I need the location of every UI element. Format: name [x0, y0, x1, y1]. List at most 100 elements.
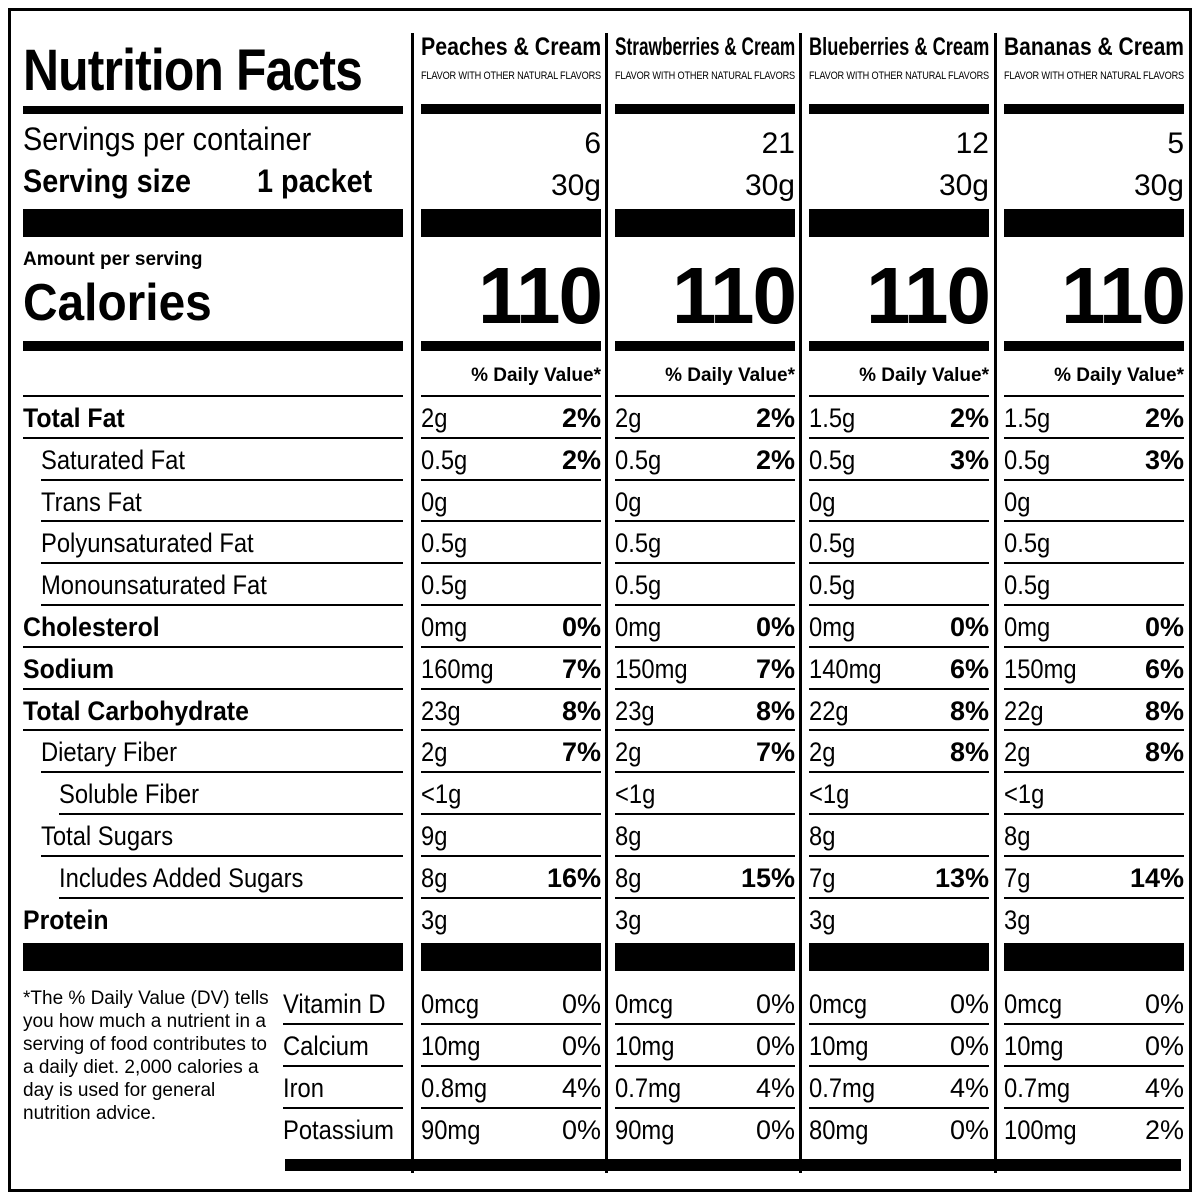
nutrient-amount: 9g	[421, 821, 448, 851]
row-divider	[1004, 395, 1184, 397]
row-divider	[1004, 1023, 1184, 1025]
row-divider	[421, 478, 601, 481]
row-divider	[615, 645, 795, 648]
nutrient-label: Trans Fat	[41, 486, 142, 517]
row-divider	[421, 604, 601, 606]
calories-rule	[1004, 341, 1184, 351]
nutrient-amount: 3g	[615, 904, 642, 935]
nutrient-amount: 0.5g	[809, 570, 856, 601]
nutrient-amount: 0mg	[615, 612, 662, 642]
flavor-rule	[421, 104, 601, 114]
row-divider	[1004, 478, 1184, 481]
row-divider	[421, 645, 601, 648]
nutrient-amount: 2g	[1004, 737, 1031, 768]
row-divider	[1004, 687, 1184, 690]
nutrient-amount: 0.5g	[1004, 444, 1051, 475]
nutrient-amount: 0mg	[421, 612, 468, 642]
row-divider	[421, 1107, 601, 1109]
nutrient-amount: 7g	[1004, 862, 1031, 893]
row-divider	[615, 436, 795, 439]
row-divider	[1004, 604, 1184, 606]
row-divider	[23, 645, 403, 648]
calories-rule	[421, 341, 601, 351]
vitamin-daily-value: 4%	[1144, 1073, 1184, 1103]
row-divider	[809, 645, 989, 648]
column-divider	[994, 33, 997, 1173]
nutrient-daily-value: 2%	[561, 444, 601, 475]
nutrient-amount: 0.5g	[615, 570, 662, 601]
nutrient-amount: 2g	[615, 737, 642, 768]
calories-label: Calories	[23, 274, 212, 332]
row-divider	[23, 729, 403, 732]
row-divider	[421, 520, 601, 523]
vitamin-amount: 0.7mg	[615, 1073, 682, 1103]
nutrient-amount: 8g	[615, 821, 642, 851]
nutrient-amount: <1g	[421, 779, 462, 810]
flavor-subtitle: FLAVOR WITH OTHER NATURAL FLAVORS	[1004, 70, 1184, 82]
nutrient-daily-value: 14%	[1129, 862, 1184, 893]
calories-value: 110	[671, 251, 797, 340]
nutrient-amount: <1g	[615, 779, 656, 810]
vitamin-daily-value: 0%	[1144, 989, 1184, 1019]
nutrient-amount: 2g	[421, 737, 448, 768]
flavor-title: Blueberries & Cream	[809, 33, 990, 61]
nutrient-daily-value: 7%	[561, 737, 601, 768]
nutrient-label: Monounsaturated Fat	[41, 570, 267, 601]
nutrient-daily-value: 6%	[949, 653, 989, 684]
row-divider	[809, 687, 989, 690]
row-divider	[1004, 1107, 1184, 1109]
row-divider	[809, 395, 989, 397]
nutrient-daily-value: 8%	[1144, 737, 1184, 768]
row-divider	[809, 1107, 989, 1109]
row-divider	[615, 854, 795, 857]
nutrient-daily-value: 8%	[755, 695, 795, 726]
row-divider	[421, 1023, 601, 1025]
nutrient-amount: 0g	[809, 486, 836, 517]
row-divider	[41, 854, 403, 857]
nutrient-amount: 150mg	[615, 653, 688, 684]
row-divider	[41, 771, 403, 774]
row-divider	[23, 436, 403, 439]
column-divider	[605, 33, 608, 1173]
servings-value: 21	[761, 127, 795, 160]
nutrient-daily-value: 0%	[949, 612, 989, 642]
vitamin-amount: 0mcg	[421, 989, 480, 1019]
vitamin-amount: 80mg	[809, 1115, 869, 1145]
nutrient-amount: 0.5g	[1004, 528, 1051, 559]
nutrient-label: Dietary Fiber	[41, 737, 178, 768]
nutrient-amount: 1.5g	[809, 403, 856, 433]
vitamin-amount: 0mcg	[809, 989, 868, 1019]
vitamin-amount: 0.7mg	[1004, 1073, 1071, 1103]
calories-rule	[23, 341, 403, 351]
nutrient-amount: 8g	[1004, 821, 1031, 851]
vitamin-daily-value: 4%	[949, 1073, 989, 1103]
row-divider	[421, 436, 601, 439]
protein-rule	[809, 943, 989, 971]
vitamin-amount: 90mg	[615, 1115, 675, 1145]
serving-rule	[615, 209, 795, 237]
row-divider	[615, 729, 795, 732]
row-divider	[615, 813, 795, 815]
nutrient-amount: 22g	[809, 695, 849, 726]
nutrient-label: Polyunsaturated Fat	[41, 528, 254, 559]
nutrient-amount: 23g	[421, 695, 461, 726]
serving-size-grams: 30g	[938, 169, 989, 202]
nutrient-amount: <1g	[809, 779, 850, 810]
nutrient-amount: 0g	[615, 486, 642, 517]
vitamin-daily-value: 4%	[755, 1073, 795, 1103]
vitamin-daily-value: 4%	[561, 1073, 601, 1103]
nutrient-label: Total Fat	[23, 403, 125, 433]
nutrient-amount: 8g	[615, 862, 642, 893]
protein-rule	[1004, 943, 1184, 971]
row-divider	[809, 771, 989, 774]
servings-value: 6	[584, 127, 601, 160]
row-divider	[1004, 729, 1184, 732]
nutrient-daily-value: 2%	[949, 403, 989, 433]
vitamin-amount: 100mg	[1004, 1115, 1077, 1145]
flavor-rule	[809, 104, 989, 114]
nutrient-amount: 0mg	[1004, 612, 1051, 642]
nutrient-amount: 3g	[809, 904, 836, 935]
flavor-title: Bananas & Cream	[1004, 33, 1184, 61]
row-divider	[41, 604, 403, 606]
nutrient-daily-value: 6%	[1144, 653, 1184, 684]
